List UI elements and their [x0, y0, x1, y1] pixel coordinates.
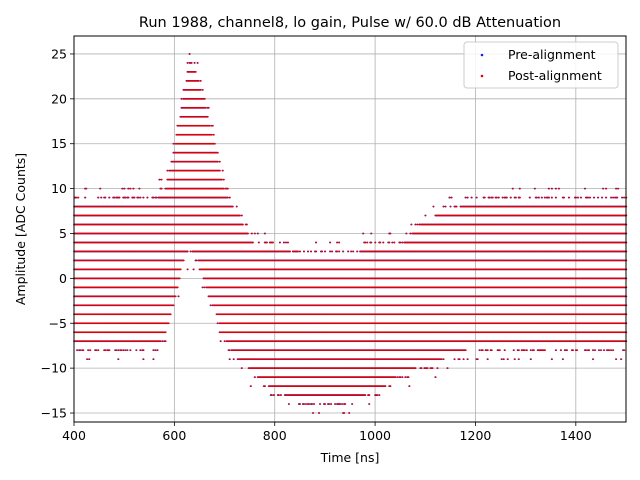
grid: [73, 36, 626, 422]
data-points: [73, 53, 628, 414]
chart-title: Run 1988, channel8, lo gain, Pulse w/ 60…: [139, 15, 561, 31]
